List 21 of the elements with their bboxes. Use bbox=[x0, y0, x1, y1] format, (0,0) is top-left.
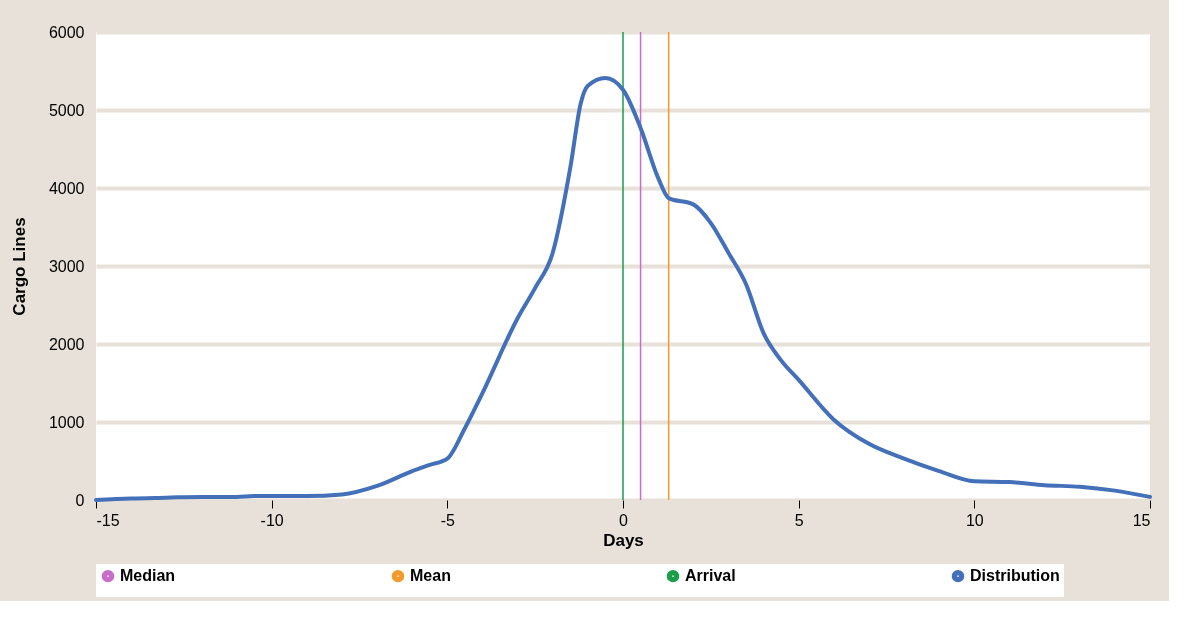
y-tick-label: 2000 bbox=[48, 335, 85, 353]
x-tick-label: 15 bbox=[1132, 511, 1151, 529]
legend-label: Median bbox=[120, 567, 176, 585]
legend-label: Mean bbox=[410, 567, 451, 585]
x-axis-title: Days bbox=[603, 530, 644, 550]
x-tick-label: 10 bbox=[965, 511, 984, 529]
legend-label: Distribution bbox=[970, 567, 1060, 585]
y-tick-label: 6000 bbox=[48, 23, 85, 41]
y-tick-label: 4000 bbox=[48, 179, 85, 197]
y-axis-title: Cargo Lines bbox=[9, 217, 29, 316]
y-tick-label: 3000 bbox=[48, 257, 85, 275]
y-tick-label: 1000 bbox=[48, 413, 85, 431]
y-tick-label: 5000 bbox=[48, 101, 85, 119]
x-tick-label: 5 bbox=[794, 511, 804, 529]
x-tick-label: 0 bbox=[619, 511, 629, 529]
legend-label: Arrival bbox=[685, 567, 736, 585]
x-tick-label: -15 bbox=[96, 511, 120, 529]
x-tick-label: -5 bbox=[440, 511, 456, 529]
y-tick-label: 0 bbox=[75, 491, 85, 509]
x-tick-label: -10 bbox=[260, 511, 284, 529]
line-series bbox=[94, 76, 1152, 502]
